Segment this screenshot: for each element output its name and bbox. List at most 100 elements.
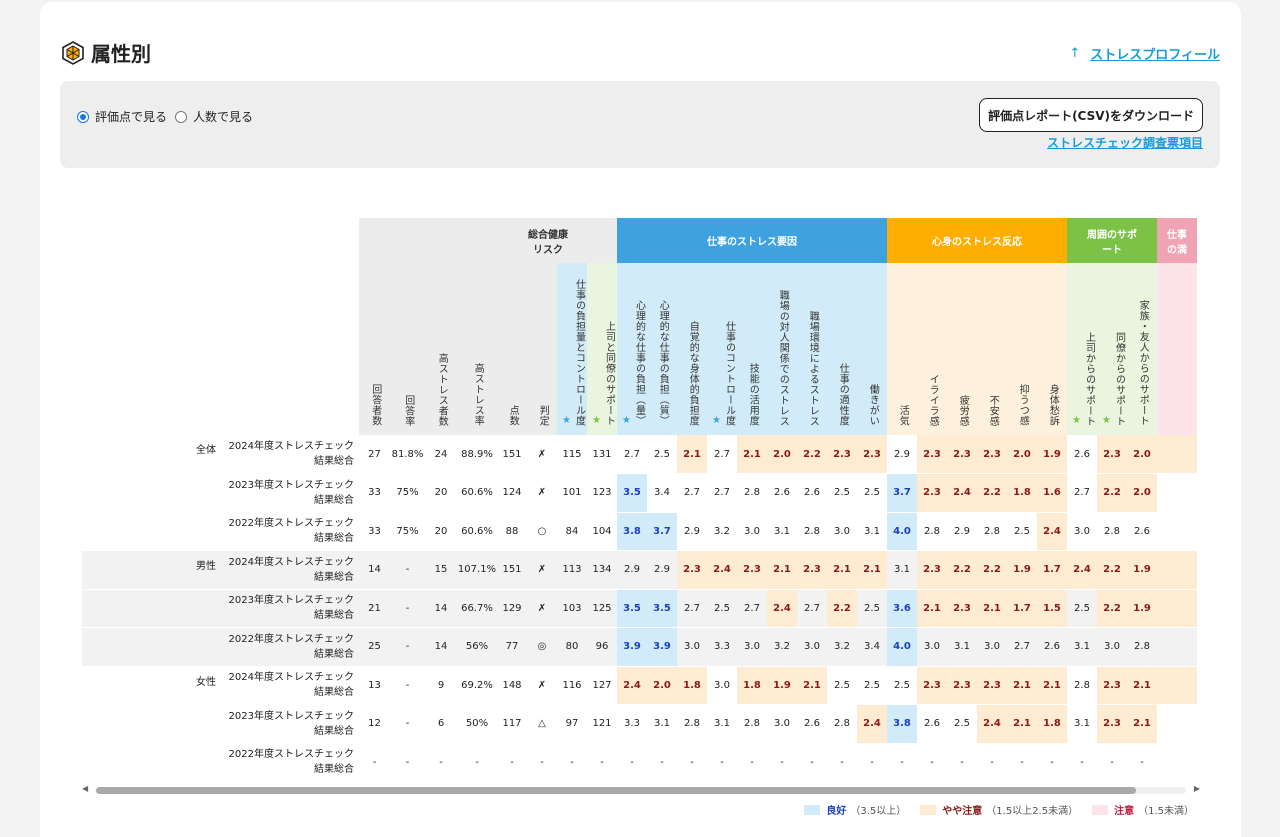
table-cell: 3.2: [707, 512, 737, 551]
col-interpersonal-label: 職場の対人関係でのストレス: [777, 289, 789, 427]
table-cell: 2.5: [827, 473, 857, 513]
table-cell: 1.5: [1037, 589, 1067, 628]
table-cell: 1.9: [1007, 550, 1037, 590]
table-cell: 27: [359, 435, 390, 474]
col-fitness: 仕事の適性度: [827, 263, 857, 435]
table-cell: -: [425, 743, 457, 782]
table-cell: 3.0: [1067, 512, 1097, 551]
table-cell: 2.7: [617, 435, 647, 474]
table-cell: 84: [557, 512, 587, 551]
col-response-rate-label: 回答率: [402, 394, 414, 427]
table-cell: 2.4: [707, 550, 737, 590]
table-cell: -: [617, 743, 647, 782]
survey-items-link[interactable]: ストレスチェック調査票項目: [1046, 136, 1203, 150]
header-spacer: [82, 218, 359, 263]
scroll-right-arrow-icon[interactable]: ▶: [1193, 784, 1200, 793]
table-cell: -: [390, 589, 425, 628]
page-title: 属性別: [91, 42, 151, 66]
download-csv-button[interactable]: 評価点レポート(CSV)をダウンロード: [979, 98, 1203, 132]
group-label: 男性: [82, 550, 220, 590]
table-cell: 2.8: [737, 704, 767, 744]
table-cell: 2.9: [887, 435, 917, 474]
table-cell: 2.3: [737, 550, 767, 590]
star-icon: ★: [711, 414, 722, 427]
table-cell: 3.5: [617, 473, 647, 513]
table-cell: 2.7: [677, 473, 707, 513]
table-cell: -: [390, 550, 425, 590]
table-cell: 2.9: [647, 550, 677, 590]
table-cell: 3.0: [977, 627, 1007, 667]
row-label-year: 2022年度ストレスチェック: [228, 633, 354, 645]
table-cell: 3.5: [647, 589, 677, 628]
group-stress-reactions-label: 心身のストレス反応: [932, 237, 1022, 248]
table-cell: 56%: [457, 627, 497, 667]
table-cell: 2.9: [947, 512, 977, 551]
table-cell: 2.0: [767, 435, 797, 474]
table-cell: -: [497, 743, 527, 782]
table-cell: 3.1: [857, 512, 887, 551]
col-peer-support: ★ 同僚からのサポート: [1097, 263, 1127, 435]
row-label: 2022年度ストレスチェック 結果総合: [220, 512, 359, 551]
results-table-container: 総合健康 リスク 仕事のストレス要因 心身のストレス反応 周囲のサポ ート 仕事…: [82, 218, 1200, 784]
table-cell: 2.7: [737, 589, 767, 628]
col-quant-label: 心理的な仕事の負担（量）: [633, 300, 645, 426]
table-cell: 60.6%: [457, 512, 497, 551]
col-physical-label: 自覚的な身体的負担度: [687, 321, 699, 426]
table-cell: 33: [359, 473, 390, 513]
table-cell: 2.2: [1097, 473, 1127, 513]
star-icon: ★: [1071, 414, 1082, 427]
table-cell: 2.6: [767, 473, 797, 513]
table-cell: 123: [587, 473, 617, 513]
table-cell: 2.5: [1067, 589, 1097, 628]
star-icon: ★: [591, 414, 602, 427]
row-label-sub: 結果総合: [314, 610, 354, 622]
table-cell: 2.2: [1097, 550, 1127, 590]
col-qual-label: 心理的な仕事の負担（質）: [657, 300, 669, 426]
table-cell: -: [527, 743, 557, 782]
table-cell: 148: [497, 666, 527, 705]
table-cell: 3.8: [617, 512, 647, 551]
group-stress-reactions: 心身のストレス反応: [887, 218, 1067, 263]
scroll-track[interactable]: [96, 787, 1186, 794]
table-cell: 6: [425, 704, 457, 744]
col-high-stress-count: 高ストレス者数: [425, 263, 457, 435]
col-reward: 働きがい: [857, 263, 887, 435]
table-cell: 2.4: [977, 704, 1007, 744]
table-cell: 2.3: [917, 666, 947, 705]
row-label-year: 2024年度ストレスチェック: [228, 441, 354, 452]
radio-count[interactable]: [175, 110, 188, 123]
legend: 良好 （3.5以上） やや注意 （1.5以上2.5未満） 注意 （1.5未満）: [790, 802, 1194, 817]
table-cell: 14: [425, 589, 457, 628]
radio-score-label[interactable]: 評価点で見る: [95, 110, 168, 124]
col-quant: ★ 心理的な仕事の負担（量）: [617, 263, 647, 435]
table-cell: 2.8: [827, 704, 857, 744]
table-cell: 3.0: [1097, 627, 1127, 667]
table-cell: 2.8: [917, 512, 947, 551]
table-cell: 12: [359, 704, 390, 744]
table-cell: -: [1127, 743, 1157, 782]
results-table: 総合健康 リスク 仕事のストレス要因 心身のストレス反応 周囲のサポ ート 仕事…: [82, 218, 1197, 782]
table-cell: 24: [425, 435, 457, 474]
table-cell: 3.4: [647, 473, 677, 513]
radio-score[interactable]: [77, 110, 89, 123]
table-cell: 75%: [390, 473, 425, 513]
table-row: 全体 2024年度ストレスチェック 結果総合 27 81.8% 24 88.9% 151 ✗ 11…: [82, 435, 1197, 474]
col-family-support: 家族・友人からのサポート: [1127, 263, 1157, 435]
horizontal-scrollbar[interactable]: ◀ ▶: [82, 784, 1200, 796]
table-cell: 25: [359, 627, 390, 667]
stress-profile-link[interactable]: ↑ ストレスプロフィール: [1069, 44, 1220, 63]
table-cell: 1.8: [677, 666, 707, 705]
scroll-thumb[interactable]: [96, 787, 1136, 794]
legend-warning-range: （1.5未満）: [1138, 806, 1194, 817]
table-cell: -: [1097, 743, 1127, 782]
table-cell: 2.3: [917, 550, 947, 590]
radio-count-label[interactable]: 人数で見る: [193, 110, 254, 124]
group-stress-factors-label: 仕事のストレス要因: [707, 237, 797, 248]
table-cell: 2.6: [1067, 435, 1097, 474]
table-cell: 2.7: [1007, 627, 1037, 667]
table-cell: 2.3: [917, 435, 947, 474]
table-row: 2022年度ストレスチェック 結果総合 33 75% 20 60.6% 88 ○ 84 104 3.…: [82, 512, 1197, 551]
scroll-left-arrow-icon[interactable]: ◀: [82, 784, 89, 793]
table-cell: 2.3: [1097, 666, 1127, 705]
table-cell: 101: [557, 473, 587, 513]
